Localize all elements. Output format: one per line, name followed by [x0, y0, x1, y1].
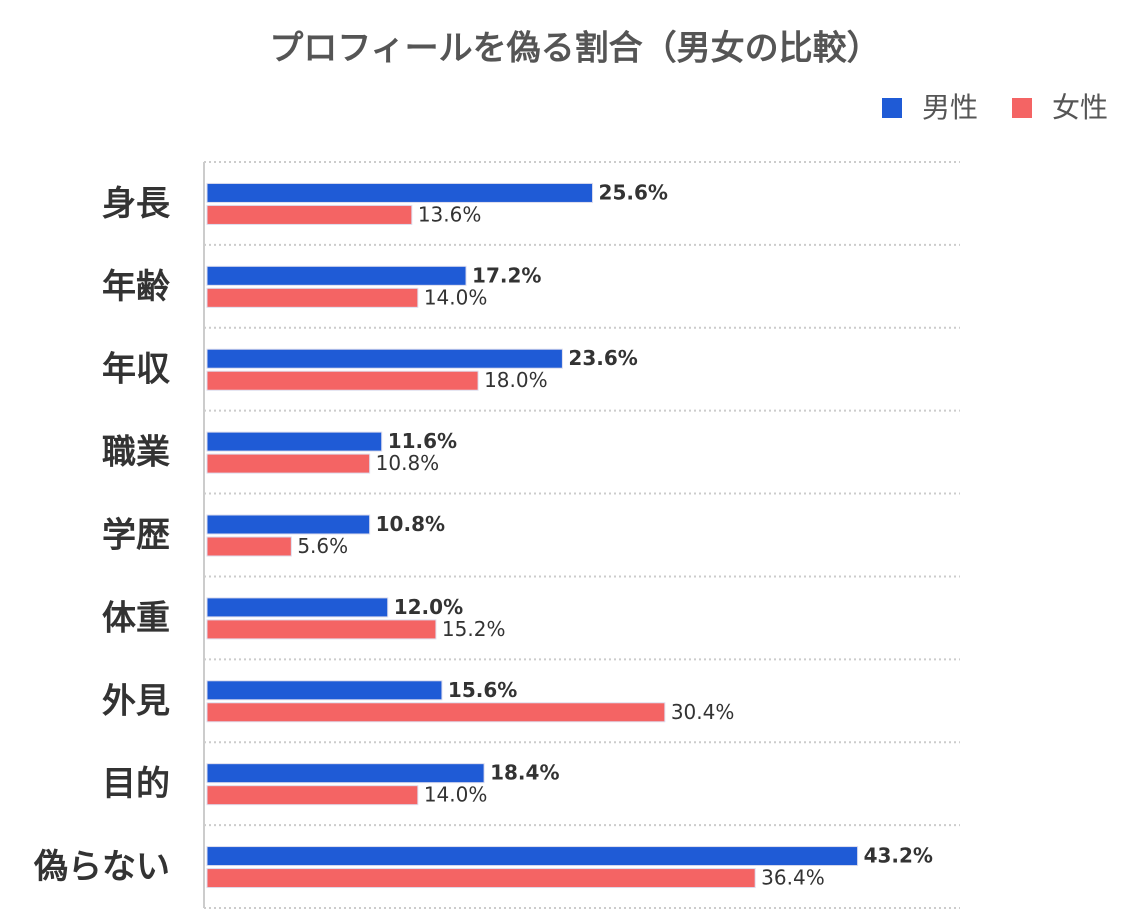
- category-label: 体重: [102, 598, 170, 638]
- bar: [206, 868, 756, 889]
- bar: [206, 619, 437, 640]
- bar: [206, 702, 666, 723]
- bar: [206, 431, 383, 452]
- category-label: 偽らない: [33, 847, 170, 887]
- data-label: 5.6%: [297, 534, 348, 558]
- bar: [206, 265, 467, 286]
- bar: [206, 846, 859, 867]
- category-label: 外見: [102, 681, 170, 721]
- legend-label: 男性: [922, 91, 978, 124]
- bar: [206, 182, 594, 203]
- data-label: 18.0%: [484, 368, 548, 392]
- data-label: 36.4%: [761, 866, 825, 890]
- legend-swatch: [882, 98, 902, 118]
- data-label: 30.4%: [671, 700, 735, 724]
- bar: [206, 597, 389, 618]
- data-label: 11.6%: [388, 429, 457, 453]
- bar: [206, 348, 563, 369]
- data-label: 18.4%: [490, 761, 559, 785]
- legend-swatch: [1012, 98, 1032, 118]
- bar: [206, 680, 443, 701]
- category-label: 年収: [102, 350, 170, 390]
- data-label: 23.6%: [568, 346, 637, 370]
- bar: [206, 785, 419, 806]
- bar: [206, 453, 371, 474]
- data-label: 10.8%: [376, 512, 445, 536]
- data-label: 10.8%: [376, 451, 440, 475]
- data-label: 15.6%: [448, 678, 517, 702]
- data-label: 15.2%: [442, 617, 506, 641]
- bar: [206, 536, 292, 557]
- category-label: 年齢: [102, 267, 170, 307]
- chart-title: プロフィールを偽る割合（男女の比較）: [269, 29, 880, 69]
- bar: [206, 287, 419, 308]
- data-label: 12.0%: [394, 595, 463, 619]
- category-label: 目的: [102, 764, 170, 804]
- data-label: 14.0%: [424, 285, 488, 309]
- category-label: 職業: [102, 433, 170, 473]
- category-label: 学歴: [102, 516, 170, 556]
- bar: [206, 514, 371, 535]
- bar: [206, 763, 485, 784]
- data-label: 25.6%: [599, 180, 668, 204]
- bar: [206, 204, 413, 225]
- data-label: 14.0%: [424, 783, 488, 807]
- legend-label: 女性: [1052, 91, 1108, 124]
- data-label: 13.6%: [418, 202, 482, 226]
- category-label: 身長: [102, 184, 171, 224]
- data-label: 17.2%: [472, 263, 541, 287]
- bar: [206, 370, 479, 391]
- data-label: 43.2%: [864, 844, 933, 868]
